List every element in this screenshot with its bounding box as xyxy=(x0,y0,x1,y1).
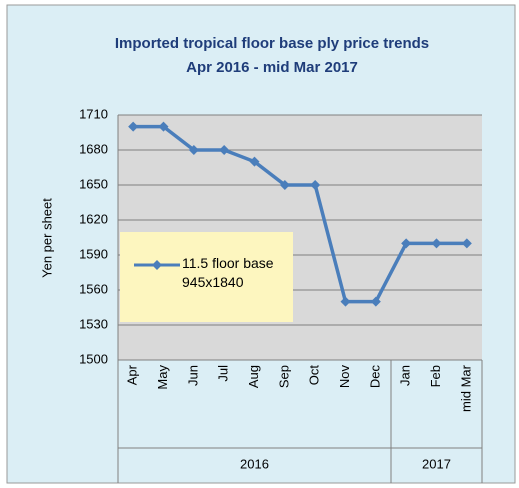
y-tick-label: 1650 xyxy=(79,176,108,191)
data-point xyxy=(401,238,412,249)
data-point xyxy=(219,145,230,155)
data-point xyxy=(461,238,472,249)
x-tick-label: Jan xyxy=(398,365,413,386)
legend-swatch xyxy=(134,260,180,270)
data-point xyxy=(188,145,199,155)
y-tick-label: 1710 xyxy=(79,106,108,121)
data-point xyxy=(431,238,442,249)
x-tick-label: Apr xyxy=(125,364,140,385)
data-point xyxy=(249,156,260,167)
legend-label: 11.5 floor base 945x1840 xyxy=(182,255,274,290)
group-label: 2017 xyxy=(422,456,451,471)
x-tick-label: Oct xyxy=(307,365,322,386)
data-point xyxy=(128,121,139,132)
y-axis-label: Yen per sheet xyxy=(39,198,54,278)
x-tick-label: Sep xyxy=(276,365,291,388)
data-point xyxy=(279,180,290,190)
x-tick-label: Dec xyxy=(367,365,382,389)
chart-subtitle: Apr 2016 - mid Mar 2017 xyxy=(186,59,358,76)
x-tick-label: Nov xyxy=(337,365,352,389)
y-tick-label: 1530 xyxy=(79,316,108,331)
y-tick-label: 1560 xyxy=(79,281,108,296)
x-tick-label: May xyxy=(155,365,170,390)
data-point xyxy=(370,296,381,307)
y-tick-label: 1680 xyxy=(79,141,108,156)
chart-title: Imported tropical floor base ply price t… xyxy=(115,35,429,52)
x-tick-label: Jun xyxy=(185,365,200,386)
x-tick-label: Aug xyxy=(246,365,261,388)
y-tick-label: 1590 xyxy=(79,246,108,261)
y-tick-label: 1620 xyxy=(79,211,108,226)
x-tick-label: Feb xyxy=(428,365,443,387)
data-point xyxy=(158,121,169,132)
data-point xyxy=(340,296,351,307)
x-tick-label: mid Mar xyxy=(458,364,473,412)
group-label: 2016 xyxy=(240,456,269,471)
series-line xyxy=(133,124,467,304)
y-tick-label: 1500 xyxy=(79,351,108,366)
legend: 11.5 floor base 945x1840 xyxy=(120,232,293,322)
data-point xyxy=(310,180,321,190)
x-tick-label: Jul xyxy=(216,365,231,382)
